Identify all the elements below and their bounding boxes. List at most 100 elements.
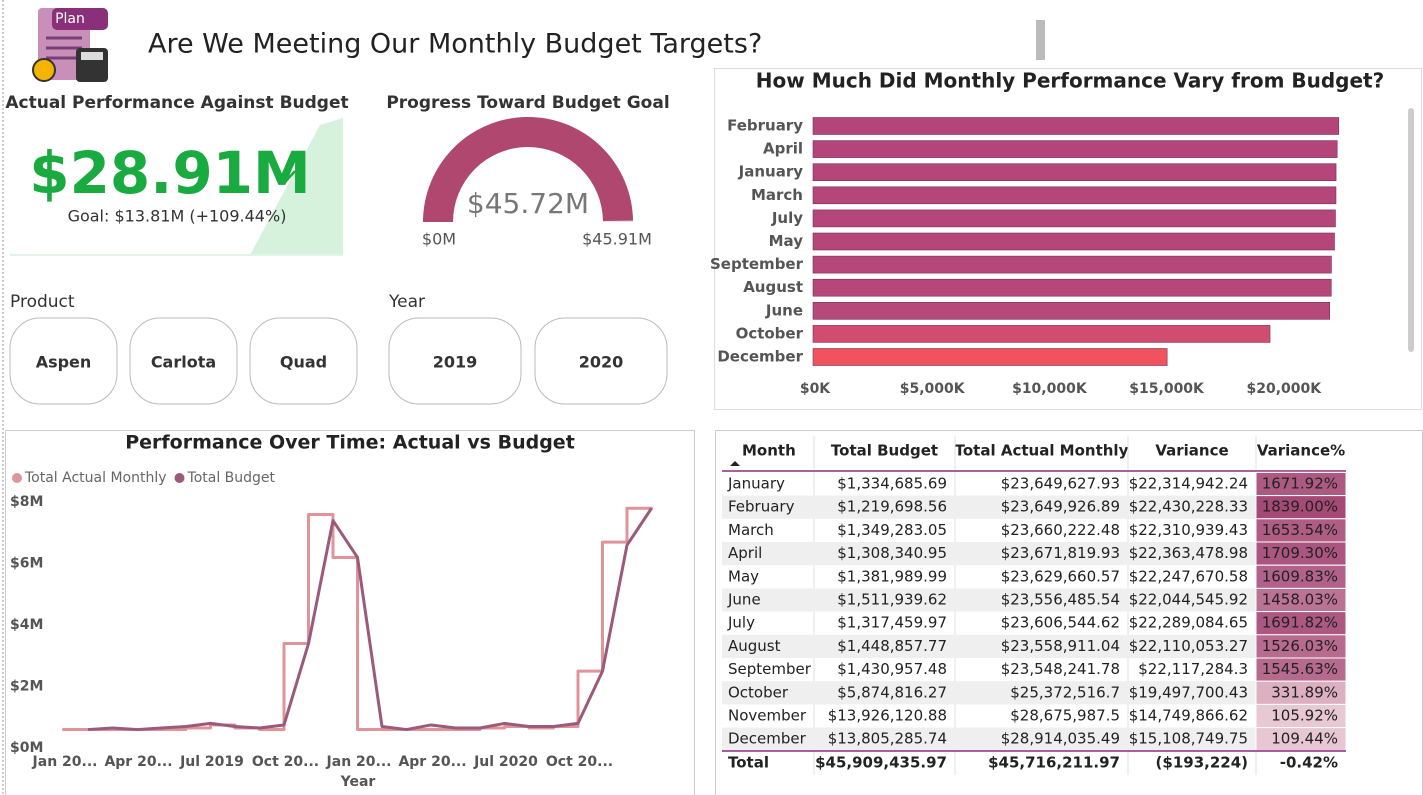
series-line xyxy=(87,507,653,732)
y-tick-label: September xyxy=(710,255,804,273)
x-tick-label: Oct 20... xyxy=(546,754,613,770)
column-header[interactable]: Variance xyxy=(1155,442,1228,460)
slicer-button[interactable] xyxy=(9,317,118,405)
x-tick-label: Apr 20... xyxy=(398,754,466,770)
row-band xyxy=(722,727,1256,751)
slicer-label[interactable]: 2019 xyxy=(433,353,478,372)
y-tick-label: $0M xyxy=(10,740,43,756)
table-cell: 1839.00% xyxy=(1262,498,1338,516)
table-cell: $1,219,698.56 xyxy=(837,498,947,516)
slicer-button[interactable] xyxy=(388,317,522,405)
table-cell: 1653.54% xyxy=(1262,521,1338,539)
row-band xyxy=(722,588,1256,612)
y-tick-label: March xyxy=(751,186,803,204)
slicer-button[interactable] xyxy=(534,317,668,405)
table-cell: $15,108,749.75 xyxy=(1129,730,1248,748)
table-cell: $22,044,545.92 xyxy=(1129,591,1248,609)
table-cell: $22,247,670.58 xyxy=(1129,567,1248,585)
table-cell: -0.42% xyxy=(1280,754,1338,772)
table-cell: $1,349,283.05 xyxy=(837,521,947,539)
table-cell: $13,926,120.88 xyxy=(828,707,947,725)
table-cell: July xyxy=(727,614,755,632)
table-cell: October xyxy=(728,683,789,701)
bar xyxy=(812,348,1168,366)
table-cell: $25,372,516.7 xyxy=(1010,683,1120,701)
table-cell: $45,716,211.97 xyxy=(988,754,1120,772)
table-cell: August xyxy=(728,637,781,655)
table-cell: $22,110,053.27 xyxy=(1129,637,1248,655)
x-tick-label: Jan 20... xyxy=(326,754,392,770)
table-cell: $45,909,435.97 xyxy=(815,754,947,772)
table-cell: $22,289,084.65 xyxy=(1129,614,1248,632)
slicer-button[interactable] xyxy=(249,317,358,405)
icon-label: Plan xyxy=(55,11,85,27)
table-cell: 1458.03% xyxy=(1262,591,1338,609)
y-tick-label: February xyxy=(727,117,803,135)
slicer-label[interactable]: Carlota xyxy=(151,353,216,372)
column-header[interactable]: Month xyxy=(742,442,796,460)
gauge-label: $45.72M xyxy=(467,187,589,220)
column-header[interactable]: Total Budget xyxy=(831,442,938,460)
table-cell: $1,308,340.95 xyxy=(837,544,947,562)
table-cell: $1,317,459.97 xyxy=(837,614,947,632)
x-tick-label: Apr 20... xyxy=(104,754,172,770)
bar xyxy=(812,301,1331,320)
x-tick-label: $10,000K xyxy=(1012,381,1088,397)
table-cell: $13,805,285.74 xyxy=(828,730,947,748)
column-header[interactable]: Total Actual Monthly xyxy=(955,442,1129,460)
slicer-label[interactable]: Aspen xyxy=(36,353,92,372)
bar xyxy=(812,278,1332,297)
slicer-button[interactable] xyxy=(129,317,238,405)
table-cell: 331.89% xyxy=(1271,683,1338,701)
table-cell: May xyxy=(728,567,759,585)
chart-title: Performance Over Time: Actual vs Budget xyxy=(125,432,575,454)
slicer-label[interactable]: 2020 xyxy=(579,353,624,372)
bar-panel xyxy=(714,68,1422,410)
chart-title: Progress Toward Budget Goal xyxy=(386,93,669,113)
table-cell: November xyxy=(728,707,807,725)
table-cell: $23,556,485.54 xyxy=(1001,591,1120,609)
table-cell: $1,381,989.99 xyxy=(837,567,947,585)
table-cell: $22,117,284.3 xyxy=(1138,660,1248,678)
table-cell: April xyxy=(728,544,762,562)
bar xyxy=(812,255,1332,274)
table-cell: 1526.03% xyxy=(1262,637,1338,655)
table-cell: $23,671,819.93 xyxy=(1001,544,1120,562)
table-cell: $1,511,939.62 xyxy=(837,591,947,609)
bar xyxy=(812,140,1338,158)
legend-swatch xyxy=(12,473,22,483)
table-cell: $23,649,627.93 xyxy=(1001,475,1120,493)
table-cell: Total xyxy=(728,754,769,772)
legend-label: Total Budget xyxy=(187,470,276,486)
table-cell: $1,430,957.48 xyxy=(837,660,947,678)
table-cell: $22,363,478.98 xyxy=(1129,544,1248,562)
scrollbar xyxy=(1408,108,1414,352)
y-tick-label: August xyxy=(743,278,803,296)
row-band xyxy=(722,495,1256,519)
slicer-label[interactable]: Quad xyxy=(280,353,327,372)
column-header[interactable]: Variance% xyxy=(1257,442,1345,460)
table-cell: 1691.82% xyxy=(1262,614,1338,632)
table-cell: ($193,224) xyxy=(1156,754,1248,772)
line-panel xyxy=(5,430,695,795)
y-tick-label: April xyxy=(763,140,803,158)
kpi-goal: Goal: $13.81M (+109.44%) xyxy=(68,207,287,226)
table-cell: $14,749,866.62 xyxy=(1129,707,1248,725)
y-tick-label: October xyxy=(736,324,804,342)
x-tick-label: $15,000K xyxy=(1129,381,1205,397)
table-cell: $5,874,816.27 xyxy=(837,683,947,701)
y-tick-label: June xyxy=(765,301,803,319)
table-cell: $28,675,987.5 xyxy=(1010,707,1120,725)
table-cell: September xyxy=(728,660,812,678)
y-tick-label: May xyxy=(769,232,804,250)
legend-swatch xyxy=(174,473,185,483)
bar xyxy=(812,232,1335,251)
bar xyxy=(812,117,1340,135)
table-cell: January xyxy=(727,475,785,493)
row-band xyxy=(722,634,1256,658)
kpi-title: Actual Performance Against Budget xyxy=(5,93,348,113)
kpi-trend xyxy=(250,118,343,255)
x-tick-label: Jan 20... xyxy=(32,754,98,770)
table-cell: $19,497,700.43 xyxy=(1129,683,1248,701)
